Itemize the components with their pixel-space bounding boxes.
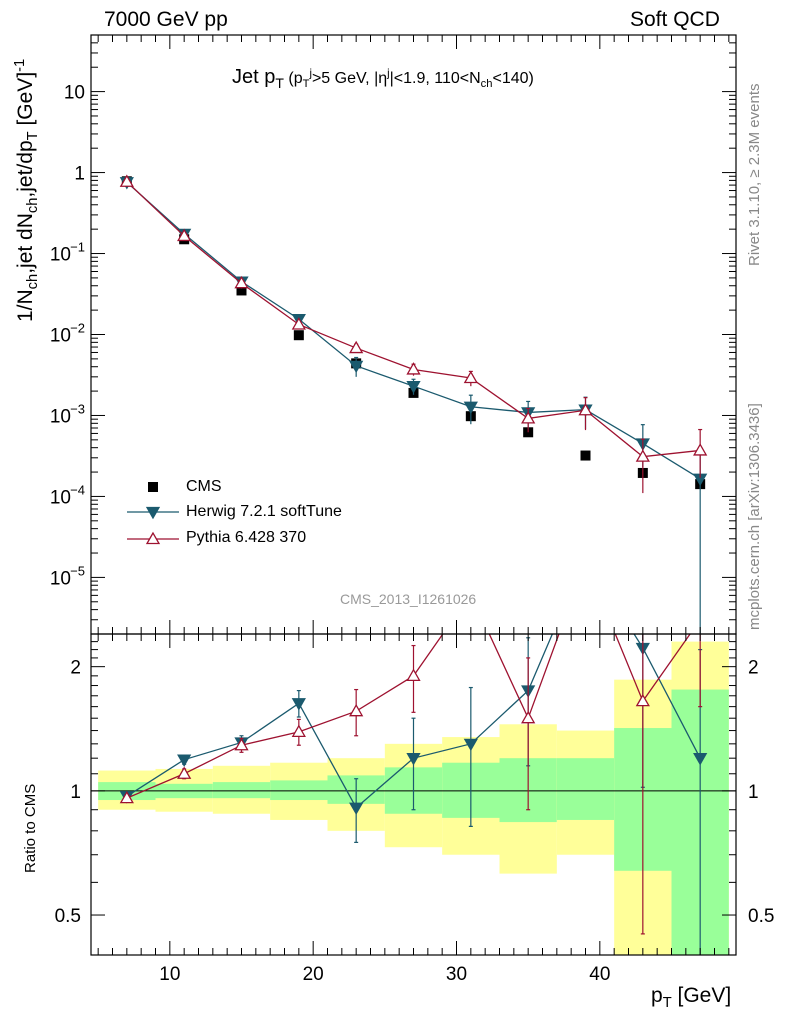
band-inner-3	[270, 780, 328, 801]
x-tick-label-30: 30	[446, 964, 467, 985]
analysis-watermark: CMS_2013_I1261026	[340, 591, 477, 607]
legend-marker-pythia	[145, 531, 161, 545]
y-tick-label-0: 10	[64, 83, 85, 104]
band-inner-8	[556, 758, 615, 820]
y-tick-exp-6: −5	[70, 563, 85, 578]
chart-title: Jet pT (pTj>5 GeV, |ηj|<1.9, 110<Nch<140…	[232, 66, 534, 91]
legend-marker-herwig	[145, 506, 161, 520]
legend-label-pythia: Pythia 6.428 370	[186, 529, 307, 546]
header-collision: 7000 GeV pp	[104, 8, 228, 31]
cms-point-3	[293, 330, 304, 341]
y-tick-exp-4: −3	[70, 401, 85, 416]
pythia-ratio-point-2	[234, 737, 249, 751]
pythia-ratio-point-1	[177, 766, 192, 779]
ratio-tick-label-right-1: 1	[748, 782, 759, 803]
legend-label-herwig: Herwig 7.2.1 softTune	[186, 503, 342, 520]
ratio-tick-label-left-2: 0.5	[55, 906, 81, 927]
x-axis-label: pT [GeV]	[651, 984, 732, 1012]
pythia-point-2	[234, 275, 249, 289]
pythia-ratio-point-5	[406, 668, 421, 682]
y-tick-exp-2: −1	[70, 240, 85, 255]
header-category: Soft QCD	[630, 8, 720, 31]
herwig-point-5	[406, 381, 421, 394]
pythia-point-7	[521, 411, 536, 424]
main-series-group	[119, 174, 708, 634]
herwig-ratio-point-4	[349, 802, 364, 816]
pythia-point-8	[578, 402, 593, 416]
band-inner-2	[212, 782, 271, 799]
herwig-line	[126, 181, 701, 480]
pythia-ratio-point-9	[635, 693, 650, 707]
herwig-point-4	[349, 360, 364, 374]
y-tick-exp-5: −4	[70, 482, 85, 497]
pythia-point-10	[693, 443, 708, 456]
pythia-ratio-point-7	[521, 710, 536, 724]
pythia-point-6	[463, 370, 478, 384]
pythia-ratio-point-0	[119, 790, 134, 804]
pythia-point-5	[406, 362, 421, 375]
ratio-tick-label-right-2: 0.5	[748, 906, 774, 927]
pythia-ratio-point-3	[291, 724, 306, 737]
herwig-ratio-point-3	[291, 698, 306, 711]
pythia-point-9	[635, 449, 650, 462]
ratio-tick-label-left-0: 2	[70, 658, 81, 679]
legend-marker-cms	[148, 482, 158, 492]
cms-point-8	[580, 450, 591, 461]
x-tick-label-20: 20	[303, 964, 324, 985]
herwig-ratio-point-8	[580, 552, 592, 563]
herwig-ratio-point-1	[177, 754, 192, 767]
pythia-point-0	[119, 174, 134, 187]
herwig-ratio-point-5	[406, 753, 421, 766]
pythia-ratio-point-6	[465, 588, 477, 599]
ratio-tick-label-left-1: 1	[70, 782, 81, 803]
herwig-point-6	[463, 401, 478, 415]
pythia-ratio-point-8	[580, 555, 592, 566]
pythia-point-4	[349, 340, 364, 354]
legend-label-cms: CMS	[186, 478, 222, 495]
y-tick-label-2: 10	[50, 245, 71, 266]
pythia-line	[126, 181, 701, 458]
y-tick-label-6: 10	[50, 568, 71, 589]
pythia-ratio-point-4	[349, 703, 364, 717]
herwig-ratio-point-10	[693, 753, 708, 766]
y-tick-label-4: 10	[50, 406, 71, 427]
y-tick-label-5: 10	[50, 487, 71, 508]
y-tick-exp-3: −2	[70, 321, 85, 336]
x-tick-label-40: 40	[589, 964, 610, 985]
y-tick-label-3: 10	[50, 326, 71, 347]
ratio-tick-label-right-0: 2	[748, 658, 759, 679]
pythia-point-1	[177, 228, 192, 242]
x-tick-label-10: 10	[159, 964, 180, 985]
ratio-series-group	[119, 552, 708, 955]
main-frame	[90, 34, 737, 635]
cms-point-2	[236, 285, 247, 296]
pythia-point-3	[291, 317, 306, 330]
herwig-ratio-point-6	[463, 738, 478, 752]
y-tick-label-1: 1	[74, 164, 85, 185]
